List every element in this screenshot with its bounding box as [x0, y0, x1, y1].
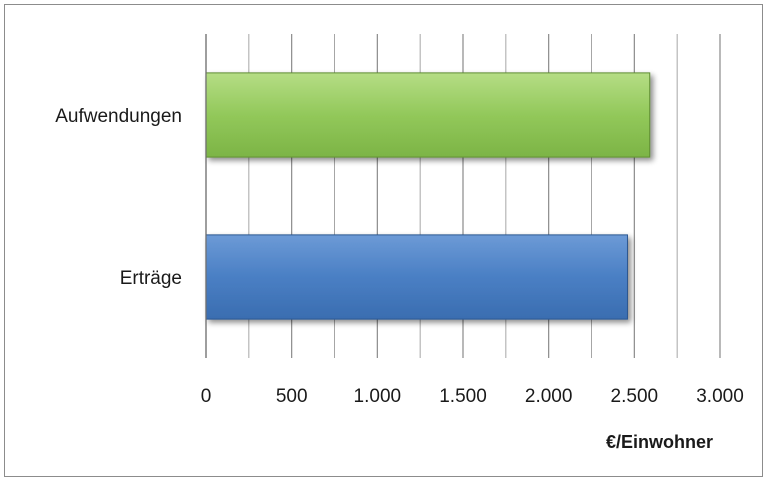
category-label-ertr-ge: Erträge — [120, 268, 182, 289]
bars — [205, 72, 651, 320]
bar-ertr-ge — [205, 234, 628, 320]
x-tick-label-6: 3.000 — [696, 386, 744, 407]
x-tick-label-1: 500 — [276, 386, 308, 407]
x-axis-unit-label: €/Einwohner — [606, 432, 713, 452]
x-tick-label-2: 1.000 — [354, 386, 402, 407]
x-tick-label-3: 1.500 — [439, 386, 487, 407]
bar-aufwendungen — [205, 72, 651, 158]
x-tick-label-0: 0 — [201, 386, 212, 407]
x-tick-label-5: 2.500 — [611, 386, 659, 407]
category-label-aufwendungen: Aufwendungen — [55, 106, 182, 127]
x-tick-label-4: 2.000 — [525, 386, 573, 407]
x-axis: 0 500 1.000 1.500 2.000 2.500 3.000 — [201, 34, 744, 407]
category-labels: Aufwendungen Erträge — [55, 106, 182, 289]
